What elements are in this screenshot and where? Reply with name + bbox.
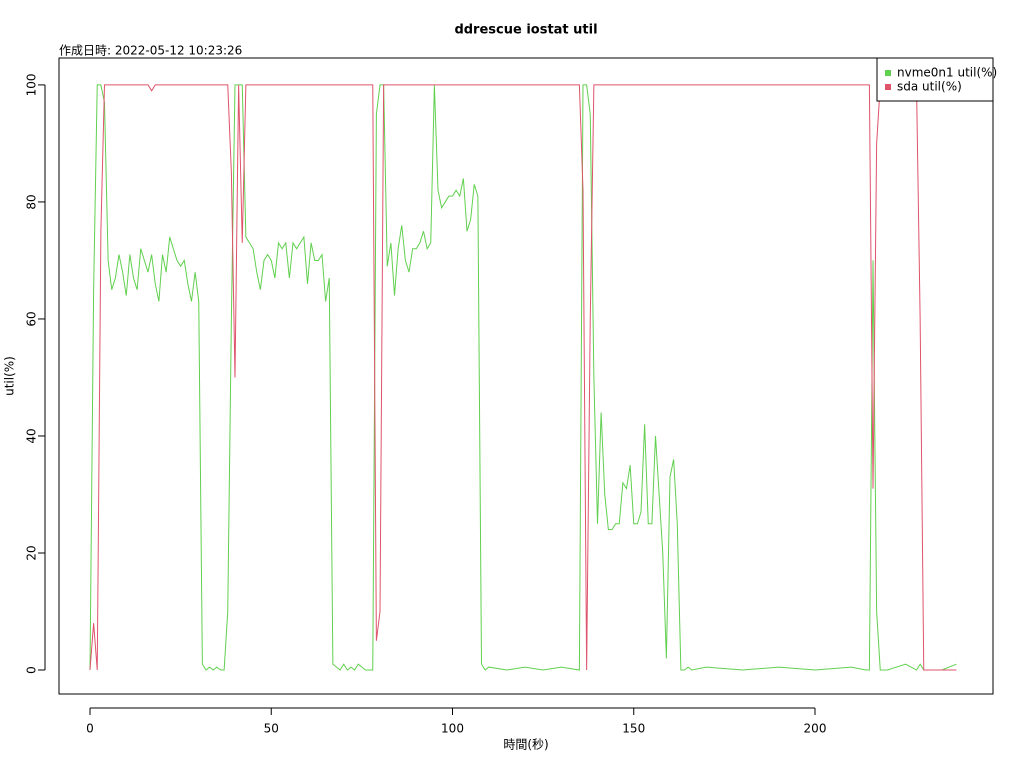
y-tick-label: 100: [25, 73, 39, 96]
chart-title: ddrescue iostat util: [454, 23, 597, 38]
legend-box: [876, 57, 994, 102]
plot-frame: [58, 57, 994, 695]
legend-label: sda util(%): [897, 80, 962, 94]
x-tick-label: 50: [264, 722, 279, 736]
y-tick-label: 0: [25, 666, 39, 674]
legend-swatch: [885, 84, 891, 90]
subtitle: 作成日時: 2022-05-12 10:23:26: [59, 44, 242, 58]
y-tick-label: 60: [25, 311, 39, 326]
y-tick-label: 20: [25, 545, 39, 560]
x-tick-label: 150: [622, 722, 645, 736]
x-tick-label: 200: [804, 722, 827, 736]
y-tick-label: 40: [25, 428, 39, 443]
x-axis-label: 時間(秒): [503, 738, 548, 752]
legend-label: nvme0n1 util(%): [897, 66, 997, 80]
series-line: [89, 84, 957, 671]
x-tick-label: 100: [441, 722, 464, 736]
x-tick-label: 0: [86, 722, 94, 736]
legend-swatch: [885, 70, 891, 76]
y-axis-label: util(%): [3, 356, 17, 396]
series-line: [89, 84, 957, 671]
y-tick-label: 80: [25, 194, 39, 209]
